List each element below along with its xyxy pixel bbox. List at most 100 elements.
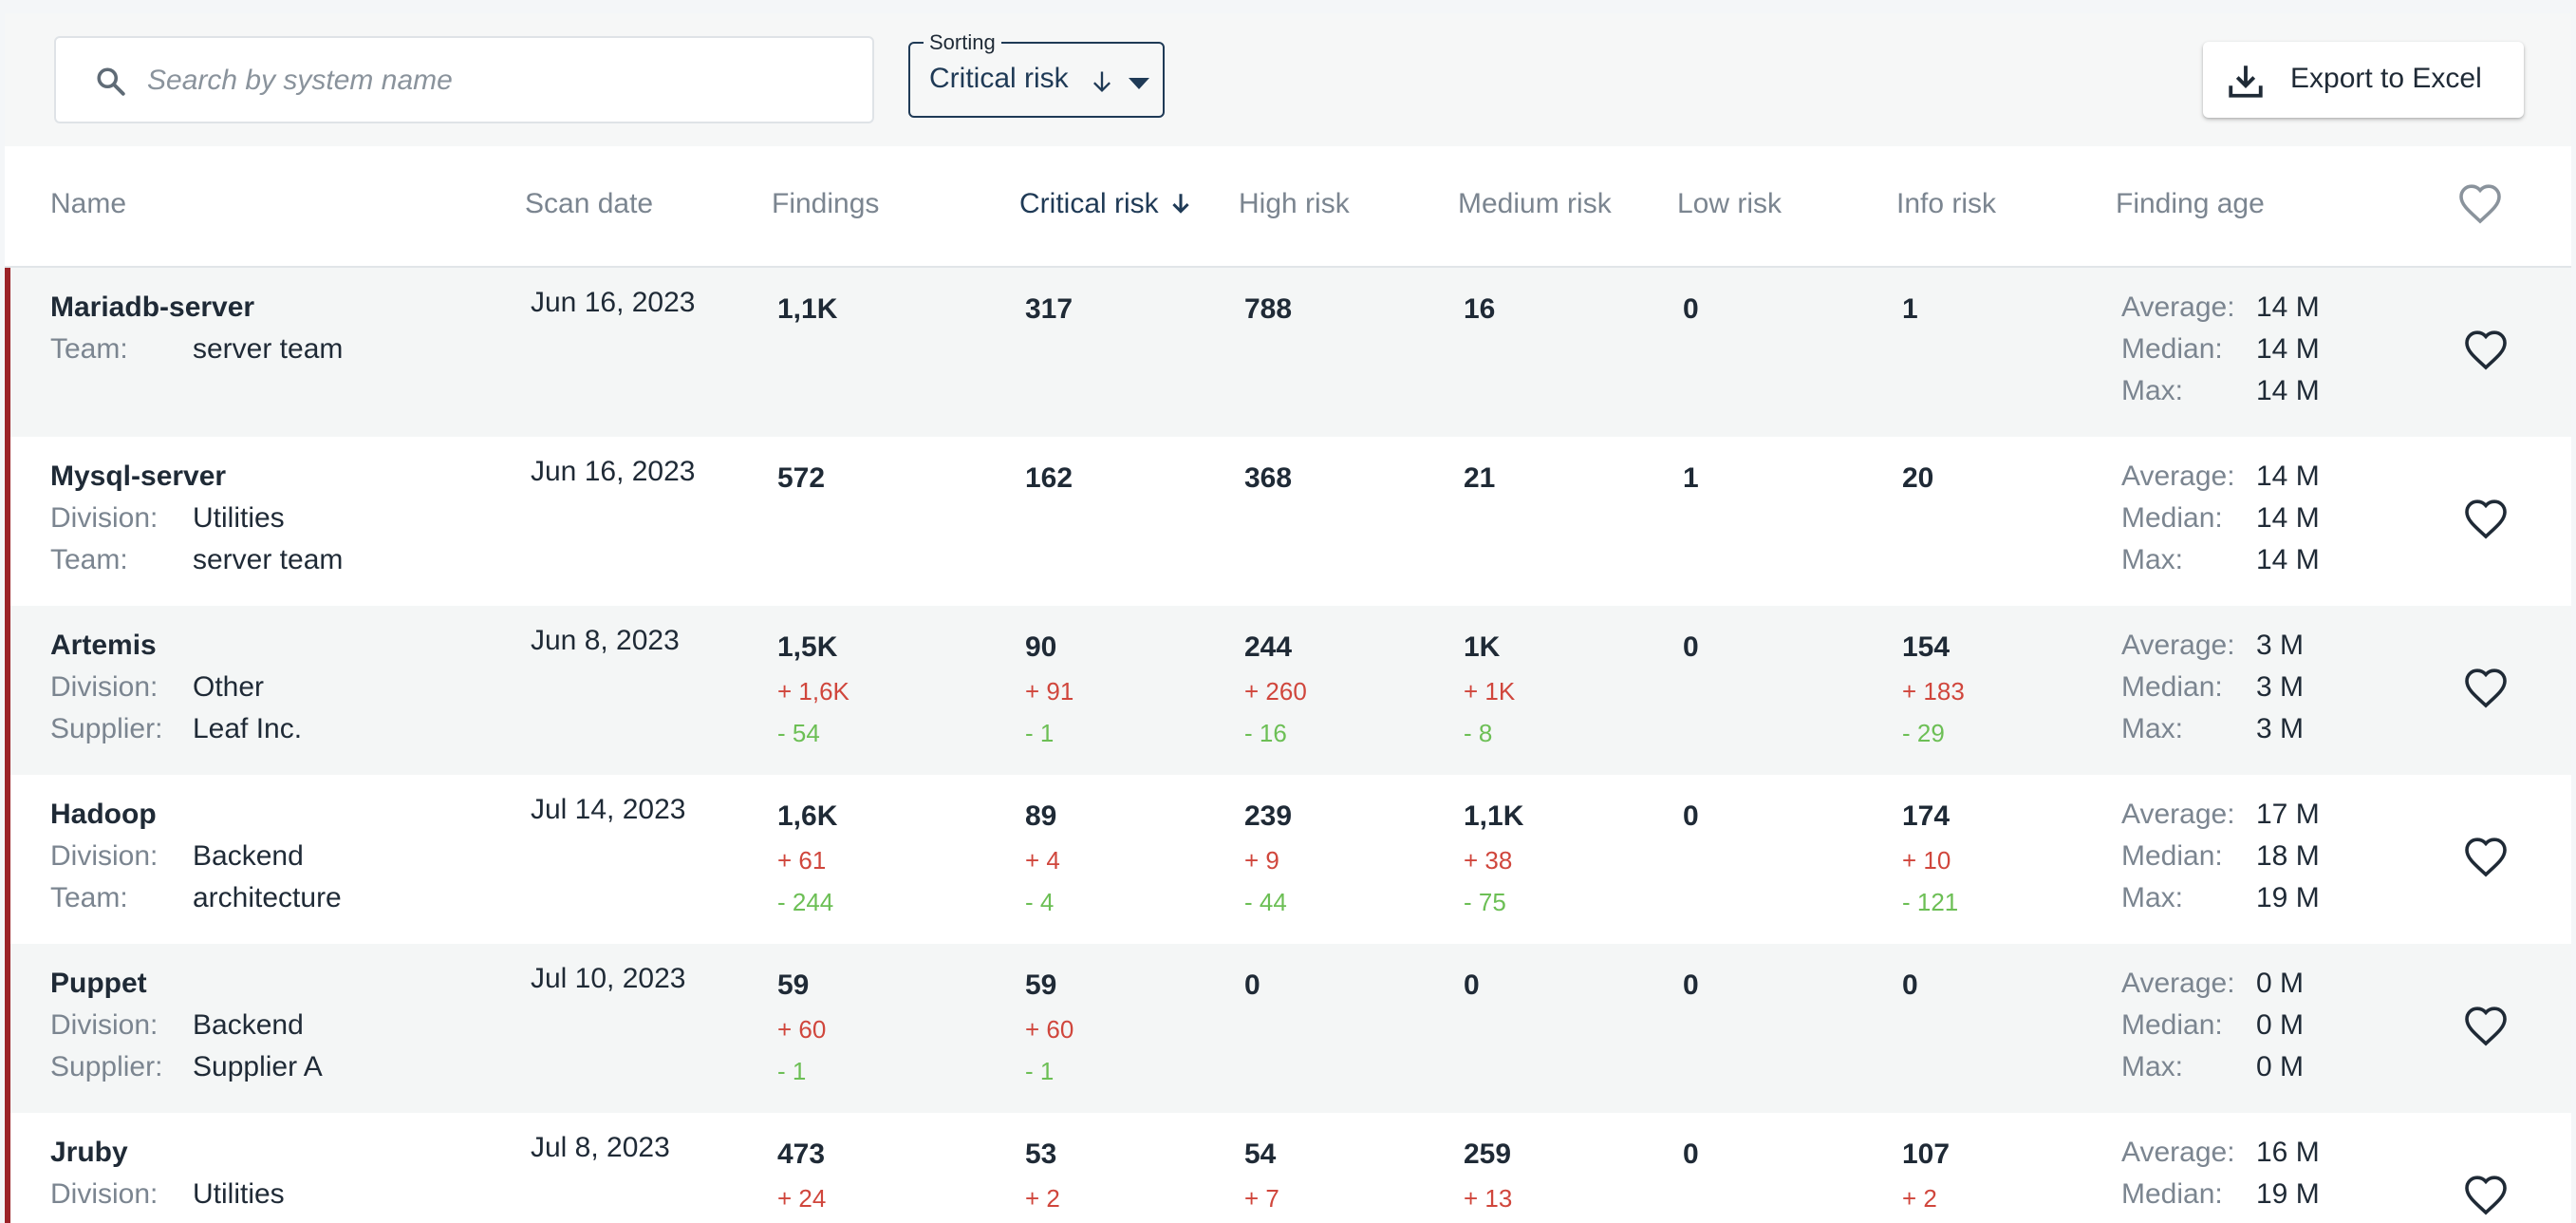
table-row[interactable]: Mysql-server Division: Utilities Team: serve… xyxy=(5,437,2571,606)
column-header-scan-date[interactable]: Scan date xyxy=(525,188,654,219)
findings-count: 1,5K xyxy=(777,631,838,663)
meta-label: Division: xyxy=(50,1009,159,1041)
findings-count: 473 xyxy=(777,1138,826,1170)
low-risk-count: 0 xyxy=(1683,293,1699,325)
system-name-cell: Puppet Division: Backend Supplier: Supplier … xyxy=(50,963,323,1088)
table-row[interactable]: Hadoop Division: Backend Team: architecture J… xyxy=(5,775,2571,944)
age-value: 16 M xyxy=(2256,1137,2320,1168)
finding-age-average: Average: 17 M xyxy=(2121,794,2320,836)
findings-decrease: - 54 xyxy=(777,719,820,747)
age-value: 18 M xyxy=(2256,840,2320,872)
critical-risk-decrease: - 1 xyxy=(1025,719,1055,747)
age-label: Average: xyxy=(2121,461,2235,492)
column-header-finding-age[interactable]: Finding age xyxy=(2116,188,2265,219)
column-header-findings[interactable]: Findings xyxy=(772,188,880,219)
age-label: Average: xyxy=(2121,1137,2235,1168)
meta-label: Division: xyxy=(50,502,159,534)
medium-risk-cell: 1K + 1K - 8 xyxy=(1464,625,1515,754)
age-value: 0 M xyxy=(2256,1009,2305,1041)
info-risk-count: 154 xyxy=(1902,631,1951,663)
system-meta-line: Team: server team xyxy=(50,329,343,370)
meta-value: Backend xyxy=(193,840,304,872)
high-risk-count: 0 xyxy=(1244,969,1260,1001)
age-value: 14 M xyxy=(2256,292,2320,323)
system-meta-line: Supplier: Leaf Inc. xyxy=(50,708,302,750)
high-risk-cell: 368 xyxy=(1244,456,1292,501)
column-header-high-risk[interactable]: High risk xyxy=(1239,188,1350,219)
age-value: 14 M xyxy=(2256,461,2320,492)
medium-risk-cell: 0 xyxy=(1464,963,1480,1008)
info-risk-increase: + 183 xyxy=(1902,677,1965,706)
meta-value: server team xyxy=(193,544,344,575)
column-header-name[interactable]: Name xyxy=(50,188,127,219)
finding-age-average: Average: 14 M xyxy=(2121,287,2320,329)
medium-risk-count: 16 xyxy=(1464,293,1496,325)
medium-risk-increase: + 13 xyxy=(1464,1184,1513,1213)
finding-age-average: Average: 0 M xyxy=(2121,963,2304,1005)
system-name[interactable]: Puppet xyxy=(50,968,147,999)
finding-age-cell: Average: 16 M Median: 19 M xyxy=(2121,1132,2320,1215)
sorting-select[interactable]: Sorting Critical risk xyxy=(908,30,1165,118)
search-box[interactable] xyxy=(54,36,874,123)
findings-count: 572 xyxy=(777,462,826,494)
meta-label: Division: xyxy=(50,671,159,703)
age-label: Max: xyxy=(2121,882,2184,913)
system-name[interactable]: Hadoop xyxy=(50,799,157,830)
info-risk-count: 107 xyxy=(1902,1138,1951,1170)
favorite-heart-icon[interactable] xyxy=(2463,498,2509,539)
scan-date: Jun 16, 2023 xyxy=(531,456,696,487)
meta-label: Team: xyxy=(50,544,128,575)
table-row[interactable]: Jruby Division: Utilities Jul 8, 2023 473 + 2… xyxy=(5,1113,2571,1223)
high-risk-cell: 0 xyxy=(1244,963,1260,1008)
meta-value: Leaf Inc. xyxy=(193,713,303,744)
finding-age-max: Max: 0 M xyxy=(2121,1046,2304,1088)
medium-risk-increase: + 1K xyxy=(1464,677,1516,706)
column-header-low-risk[interactable]: Low risk xyxy=(1677,188,1783,219)
favorite-heart-icon[interactable] xyxy=(2463,329,2509,370)
table-row[interactable]: Mariadb-server Team: server team Jun 16, 20… xyxy=(5,268,2571,437)
column-header-medium-risk[interactable]: Medium risk xyxy=(1458,188,1612,219)
favorite-heart-icon[interactable] xyxy=(2463,836,2509,877)
table-row[interactable]: Puppet Division: Backend Supplier: Supplier … xyxy=(5,944,2571,1113)
findings-increase: + 61 xyxy=(777,846,827,875)
info-risk-cell: 154 + 183 - 29 xyxy=(1902,625,1965,754)
info-risk-cell: 0 xyxy=(1902,963,1918,1008)
search-input[interactable] xyxy=(147,55,849,106)
favorite-heart-icon[interactable] xyxy=(2463,667,2509,708)
low-risk-cell: 0 xyxy=(1683,963,1699,1008)
system-meta-line: Division: Backend xyxy=(50,836,342,877)
column-header-info-risk[interactable]: Info risk xyxy=(1896,188,1997,219)
findings-cell: 1,1K xyxy=(777,287,837,332)
age-label: Median: xyxy=(2121,502,2223,534)
system-meta-line: Team: architecture xyxy=(50,877,342,919)
favorites-filter-heart-icon[interactable] xyxy=(2457,182,2503,224)
finding-age-median: Median: 18 M xyxy=(2121,836,2320,877)
medium-risk-cell: 21 xyxy=(1464,456,1495,501)
age-value: 19 M xyxy=(2256,882,2320,913)
medium-risk-decrease: - 75 xyxy=(1464,888,1506,916)
favorite-heart-icon[interactable] xyxy=(2463,1174,2509,1215)
age-value: 19 M xyxy=(2256,1178,2320,1210)
finding-age-average: Average: 3 M xyxy=(2121,625,2304,667)
finding-age-median: Median: 0 M xyxy=(2121,1005,2304,1046)
system-name[interactable]: Jruby xyxy=(50,1137,128,1168)
system-name-cell: Mysql-server Division: Utilities Team: serve… xyxy=(50,456,343,581)
system-name[interactable]: Artemis xyxy=(50,630,157,661)
table-row[interactable]: Artemis Division: Other Supplier: Leaf Inc. J… xyxy=(5,606,2571,775)
favorite-heart-icon[interactable] xyxy=(2463,1005,2509,1046)
medium-risk-decrease: - 8 xyxy=(1464,719,1493,747)
low-risk-cell: 0 xyxy=(1683,794,1699,839)
export-to-excel-button[interactable]: Export to Excel xyxy=(2203,42,2524,118)
column-header-critical-risk[interactable]: Critical risk xyxy=(1019,188,1193,220)
age-label: Max: xyxy=(2121,544,2184,575)
finding-age-median: Median: 14 M xyxy=(2121,498,2320,539)
critical-risk-count: 317 xyxy=(1025,293,1073,325)
meta-label: Team: xyxy=(50,333,128,365)
age-label: Average: xyxy=(2121,968,2235,999)
age-label: Average: xyxy=(2121,630,2235,661)
system-name[interactable]: Mysql-server xyxy=(50,461,227,492)
info-risk-count: 0 xyxy=(1902,969,1918,1001)
scan-date: Jul 8, 2023 xyxy=(531,1132,670,1163)
age-label: Median: xyxy=(2121,1178,2223,1210)
system-name[interactable]: Mariadb-server xyxy=(50,292,255,323)
